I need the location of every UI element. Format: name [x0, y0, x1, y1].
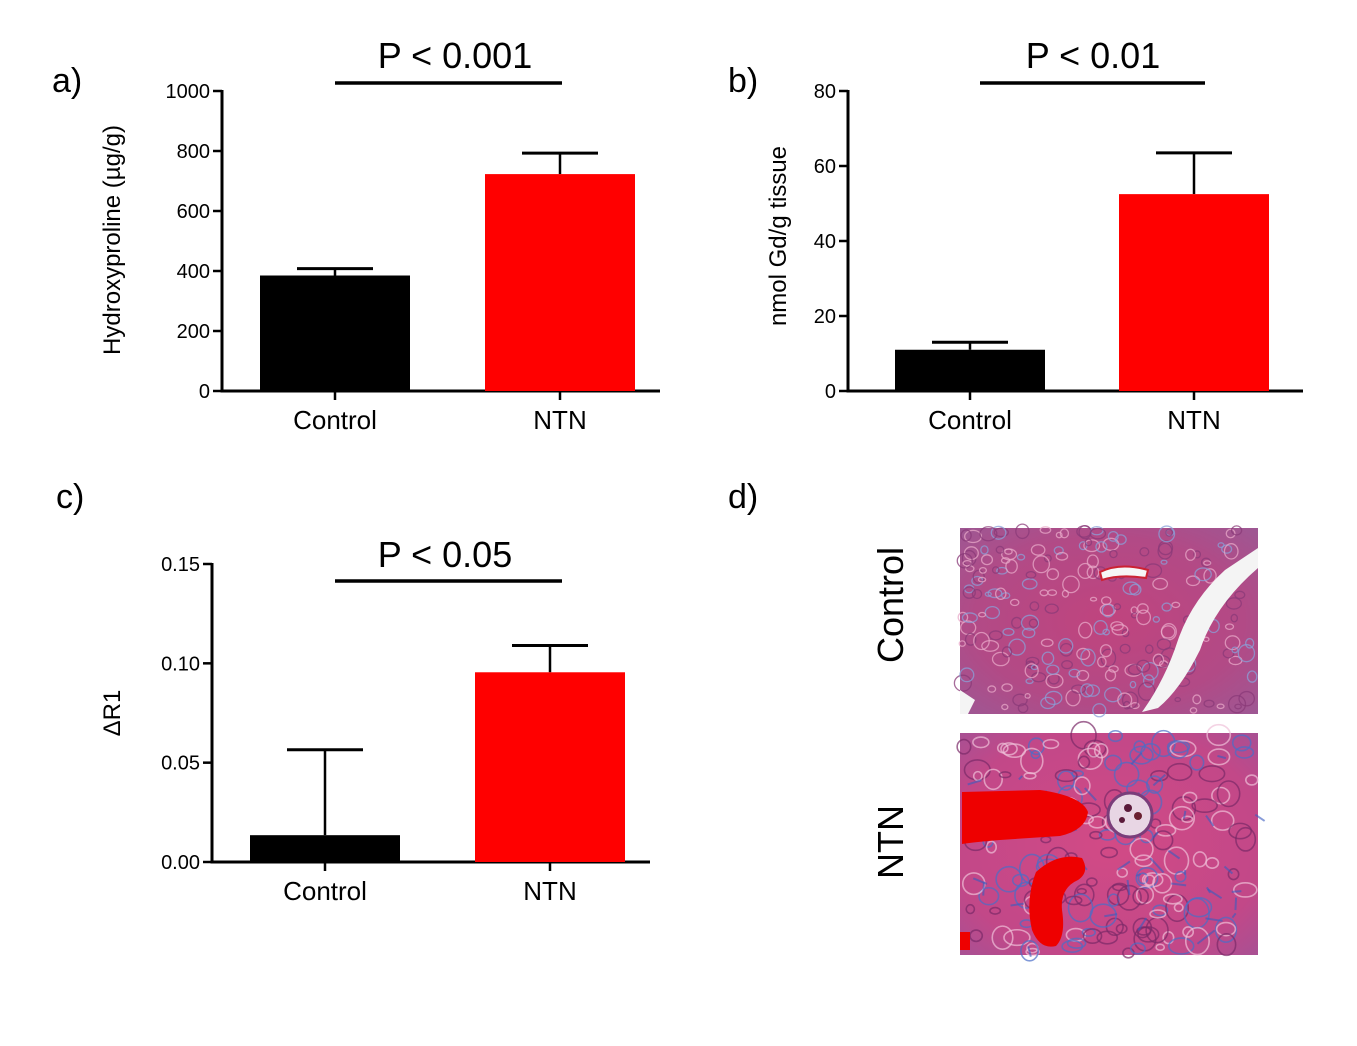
y-tick-label-c: 0.00 — [161, 852, 200, 874]
histology-image-control — [953, 523, 1258, 718]
plot-area-b: 0 20 40 60 80 Control NTN — [814, 81, 1303, 435]
category-label-b: NTN — [1167, 405, 1220, 435]
y-tick-label-b: 80 — [814, 81, 836, 103]
chart-panel-c: c) ΔR1 P < 0.05 0.00 0.05 0.10 0.15 Control N… — [56, 478, 650, 906]
bar-b-control — [895, 349, 1045, 391]
y-tick-label-a: 0 — [199, 381, 210, 403]
panel-c-label: c) — [56, 478, 84, 516]
bar-a-control — [260, 275, 410, 391]
panel-a-label: a) — [52, 62, 82, 100]
panel-d-label: d) — [728, 478, 758, 516]
panel-a-pvalue: P < 0.001 — [378, 35, 532, 76]
panel-c-ylabel: ΔR1 — [99, 690, 126, 737]
y-tick-label-a: 800 — [177, 141, 210, 163]
histology-row-label-control: Control — [870, 547, 911, 663]
category-label-b: Control — [928, 405, 1012, 435]
plot-area-a: 0 200 400 600 800 1000 Control NTN — [166, 81, 660, 435]
y-tick-label-b: 60 — [814, 156, 836, 178]
histology-row-label-ntn: NTN — [870, 805, 911, 879]
panel-b-label: b) — [728, 62, 758, 100]
panel-b-ylabel: nmol Gd/g tissue — [765, 146, 792, 326]
histology-image-ntn — [956, 720, 1266, 962]
y-tick-label-b: 0 — [825, 381, 836, 403]
histology-panel-d: d) Control NTN — [728, 478, 1266, 962]
category-label-c: Control — [283, 876, 367, 906]
y-tick-label-b: 40 — [814, 231, 836, 253]
y-tick-label-c: 0.05 — [161, 753, 200, 775]
bar-a-ntn — [485, 174, 635, 391]
y-tick-label-b: 20 — [814, 306, 836, 328]
chart-panel-a: a) Hydroxyproline (µg/g) P < 0.001 0 200 4… — [52, 35, 660, 435]
bar-c-ntn — [475, 672, 625, 862]
category-label-a: NTN — [533, 405, 586, 435]
panel-a-ylabel: Hydroxyproline (µg/g) — [99, 125, 126, 355]
category-label-a: Control — [293, 405, 377, 435]
plot-area-c: 0.00 0.05 0.10 0.15 Control NTN — [161, 554, 650, 906]
y-tick-label-a: 400 — [177, 261, 210, 283]
category-label-c: NTN — [523, 876, 576, 906]
bar-b-ntn — [1119, 194, 1269, 391]
chart-panel-b: b) nmol Gd/g tissue P < 0.01 0 20 40 60 80 Co… — [728, 35, 1303, 435]
panel-c-pvalue: P < 0.05 — [378, 534, 512, 575]
panel-b-pvalue: P < 0.01 — [1026, 35, 1160, 76]
bar-c-control — [250, 835, 400, 862]
y-tick-label-a: 1000 — [166, 81, 211, 103]
y-tick-label-a: 200 — [177, 321, 210, 343]
y-tick-label-c: 0.15 — [161, 554, 200, 576]
y-tick-label-a: 600 — [177, 201, 210, 223]
y-tick-label-c: 0.10 — [161, 653, 200, 675]
